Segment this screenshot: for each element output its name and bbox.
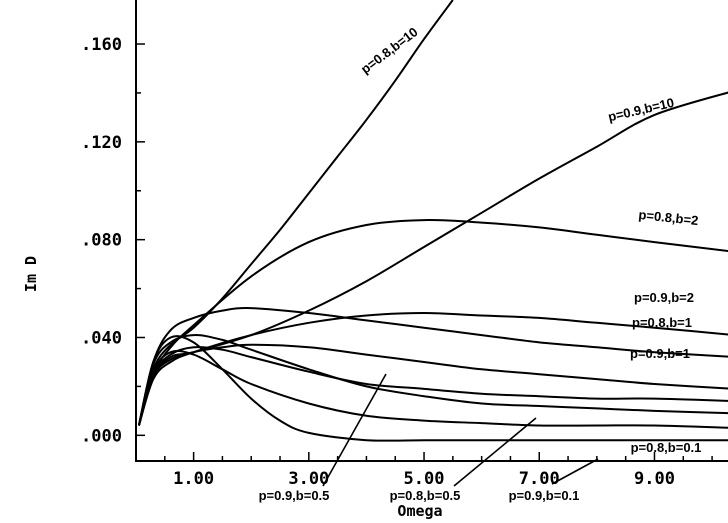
curve-p-0-8-b-0-1 bbox=[137, 335, 728, 442]
y-tick-label: .080 bbox=[81, 231, 122, 251]
label-leader-line bbox=[322, 373, 387, 487]
curve-p-0-9-b-10 bbox=[137, 91, 728, 426]
y-tick-label: .000 bbox=[81, 426, 122, 446]
axis-ticks bbox=[136, 43, 713, 461]
x-tick-label: 1.00 bbox=[173, 469, 214, 489]
curve-p-0-8-b-10 bbox=[137, 0, 454, 426]
y-tick-label: .160 bbox=[81, 35, 122, 55]
curve-labels: p=0.8,b=10 p=0.9,b=10 p=0.8,b=2 p=0.9,b=2 p=… bbox=[259, 24, 702, 503]
curves bbox=[137, 0, 728, 442]
tick-labels: 1.00 3.00 5.00 7.00 9.00 .000 .040 .080 .120 .160 bbox=[81, 35, 675, 489]
x-tick-label: 7.00 bbox=[519, 469, 560, 489]
label-leader-line bbox=[551, 458, 599, 485]
curve-p-0-8-b-0-5 bbox=[137, 334, 728, 426]
y-axis-title: Im D bbox=[22, 256, 40, 292]
label-p-0-8-b-1: p=0.8,b=1 bbox=[632, 315, 692, 330]
label-p-0-9-b-0-5: p=0.9,b=0.5 bbox=[259, 488, 330, 503]
label-p-0-9-b-2: p=0.9,b=2 bbox=[634, 290, 694, 305]
label-p-0-8-b-10: p=0.8,b=10 bbox=[358, 24, 421, 76]
y-tick-label: .120 bbox=[81, 133, 122, 153]
curve-p-0-8-b-1 bbox=[137, 307, 728, 426]
label-leaders bbox=[322, 373, 599, 487]
label-leader-line bbox=[453, 417, 537, 487]
x-tick-label: 9.00 bbox=[634, 469, 675, 489]
label-p-0-8-b-0-5: p=0.8,b=0.5 bbox=[390, 488, 461, 503]
label-p-0-8-b-2: p=0.8,b=2 bbox=[638, 207, 699, 228]
curve-p-0-9-b-0-1 bbox=[137, 349, 728, 429]
curve-p-0-9-b-1 bbox=[137, 343, 728, 426]
curve-p-0-9-b-2 bbox=[137, 311, 728, 426]
label-p-0-9-b-10: p=0.9,b=10 bbox=[607, 95, 676, 125]
label-p-0-8-b-0-1: p=0.8,b=0.1 bbox=[631, 440, 702, 455]
x-tick-label: 3.00 bbox=[288, 469, 329, 489]
curve-p-0-8-b-2 bbox=[137, 219, 728, 426]
x-axis-title: Omega bbox=[397, 502, 442, 520]
label-p-0-9-b-0-1: p=0.9,b=0.1 bbox=[509, 488, 580, 503]
x-tick-label: 5.00 bbox=[404, 469, 445, 489]
y-tick-label: .040 bbox=[81, 328, 122, 348]
plot-frame bbox=[135, 0, 728, 462]
label-p-0-9-b-1: p=0.9,b=1 bbox=[630, 346, 690, 361]
